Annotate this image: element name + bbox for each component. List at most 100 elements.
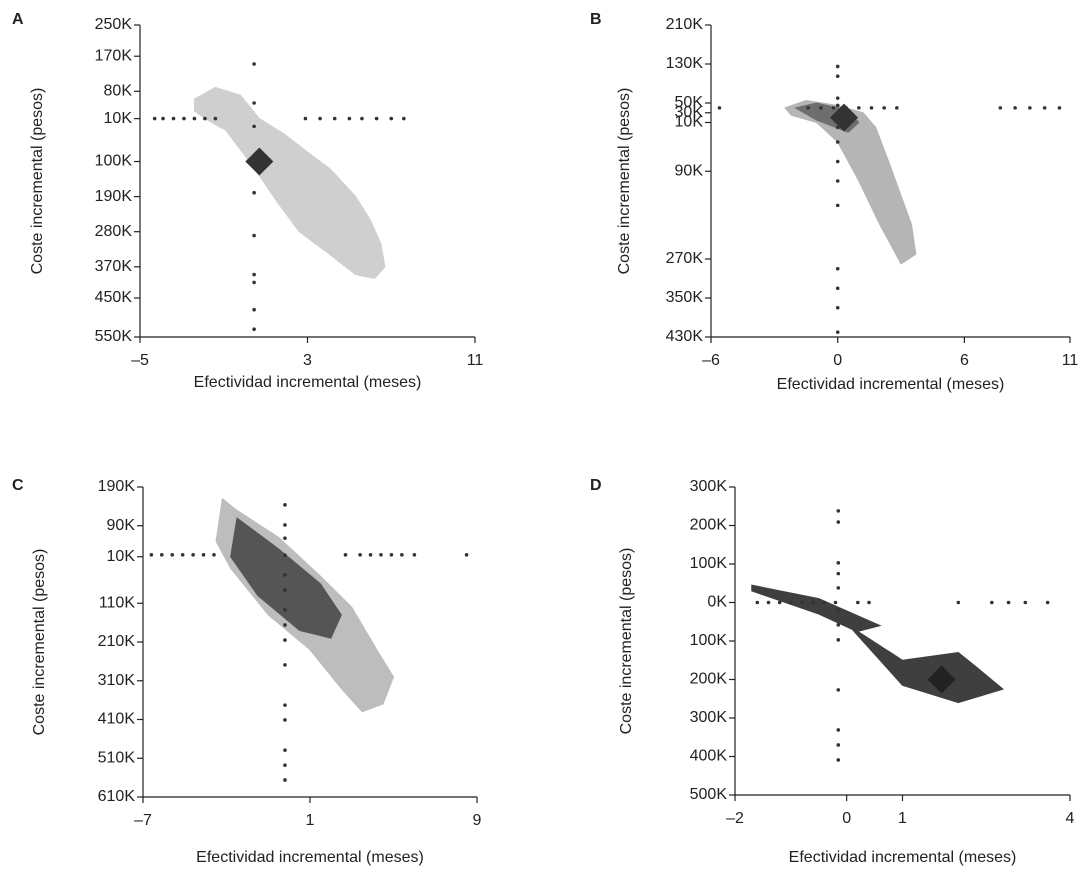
x-tick-label: 1 — [306, 812, 315, 829]
point — [836, 638, 841, 642]
point — [755, 600, 760, 605]
x-tick-label: 11 — [467, 352, 484, 369]
point — [161, 116, 165, 121]
point — [347, 116, 352, 121]
point — [836, 520, 841, 524]
point — [835, 179, 840, 183]
point — [191, 553, 195, 557]
point — [789, 600, 793, 605]
y-tick-label: 210K — [98, 633, 136, 650]
y-tick-label: 50K — [675, 94, 704, 111]
x-tick-label: 1 — [898, 810, 907, 827]
point — [1023, 600, 1028, 605]
y-tick-label: 130K — [666, 55, 704, 72]
x-tick-label: 9 — [473, 812, 482, 829]
point — [149, 553, 154, 557]
point — [171, 116, 176, 121]
y-tick-label: 190K — [95, 188, 133, 205]
point — [192, 116, 197, 121]
point — [283, 748, 287, 752]
point — [1013, 106, 1017, 110]
point — [360, 116, 364, 121]
y-tick-label: 510K — [98, 749, 136, 766]
point — [182, 116, 186, 121]
point — [831, 106, 836, 110]
point — [368, 553, 373, 557]
point — [283, 573, 287, 577]
point — [836, 509, 841, 513]
point — [170, 553, 175, 557]
point — [283, 588, 287, 592]
point — [806, 106, 810, 110]
y-tick-label: 430K — [666, 328, 704, 345]
point — [374, 116, 379, 121]
y-tick-label: 80K — [104, 83, 133, 100]
y-tick-label: 400K — [690, 748, 728, 765]
point — [835, 159, 840, 164]
point — [717, 106, 722, 110]
point — [895, 106, 899, 110]
point — [389, 116, 394, 121]
point — [201, 553, 206, 557]
point — [835, 330, 840, 334]
point — [836, 586, 841, 590]
point — [379, 553, 383, 557]
point — [252, 101, 256, 105]
point — [836, 758, 841, 762]
y-tick-label: 90K — [107, 517, 136, 534]
y-axis-label: Coste incremental (pesos) — [616, 88, 633, 275]
point — [318, 116, 322, 121]
point — [836, 623, 841, 627]
point — [283, 503, 287, 507]
point — [836, 728, 841, 732]
y-tick-label: 610K — [98, 788, 136, 805]
y-tick-label: 350K — [666, 289, 704, 306]
y-tick-label: 200K — [690, 517, 728, 534]
point — [252, 280, 256, 285]
point — [835, 125, 840, 130]
point — [956, 600, 961, 605]
y-tick-label: 170K — [95, 47, 133, 64]
point — [212, 553, 216, 557]
y-tick-label: 200K — [690, 671, 728, 688]
point — [303, 116, 308, 121]
point — [343, 553, 348, 557]
point — [332, 116, 337, 121]
y-tick-label: 10K — [107, 548, 136, 565]
x-tick-label: –5 — [131, 352, 149, 369]
y-tick-label: 300K — [690, 478, 728, 495]
point — [159, 553, 164, 557]
x-axis-label: Efectividad incremental (meses) — [777, 376, 1005, 393]
centroid — [830, 103, 859, 132]
point — [252, 307, 256, 312]
y-tick-label: 90K — [675, 162, 704, 179]
point — [283, 703, 287, 707]
y-tick-label: 190K — [98, 478, 136, 495]
point — [836, 571, 841, 576]
point — [402, 116, 406, 121]
point — [835, 64, 840, 69]
point — [819, 106, 823, 110]
point — [835, 286, 840, 291]
point — [1042, 106, 1047, 110]
x-axis-label: Efectividad incremental (meses) — [789, 849, 1017, 866]
point — [869, 106, 874, 110]
point — [990, 600, 994, 605]
point — [867, 600, 871, 605]
panel: A 250K 170K 80K 10K 100K 190K 280K 370K 450K 550K –… — [12, 11, 483, 391]
point — [213, 116, 218, 121]
point — [857, 106, 861, 110]
point — [252, 272, 256, 277]
point — [252, 190, 256, 195]
point — [283, 663, 287, 667]
point — [283, 553, 287, 557]
panel-letter: D — [590, 477, 602, 494]
point — [800, 600, 804, 605]
panel-letter: B — [590, 11, 602, 28]
y-tick-label: 450K — [95, 289, 133, 306]
point — [811, 600, 815, 605]
y-tick-label: 410K — [98, 711, 136, 728]
point — [283, 718, 287, 722]
point — [836, 743, 841, 747]
